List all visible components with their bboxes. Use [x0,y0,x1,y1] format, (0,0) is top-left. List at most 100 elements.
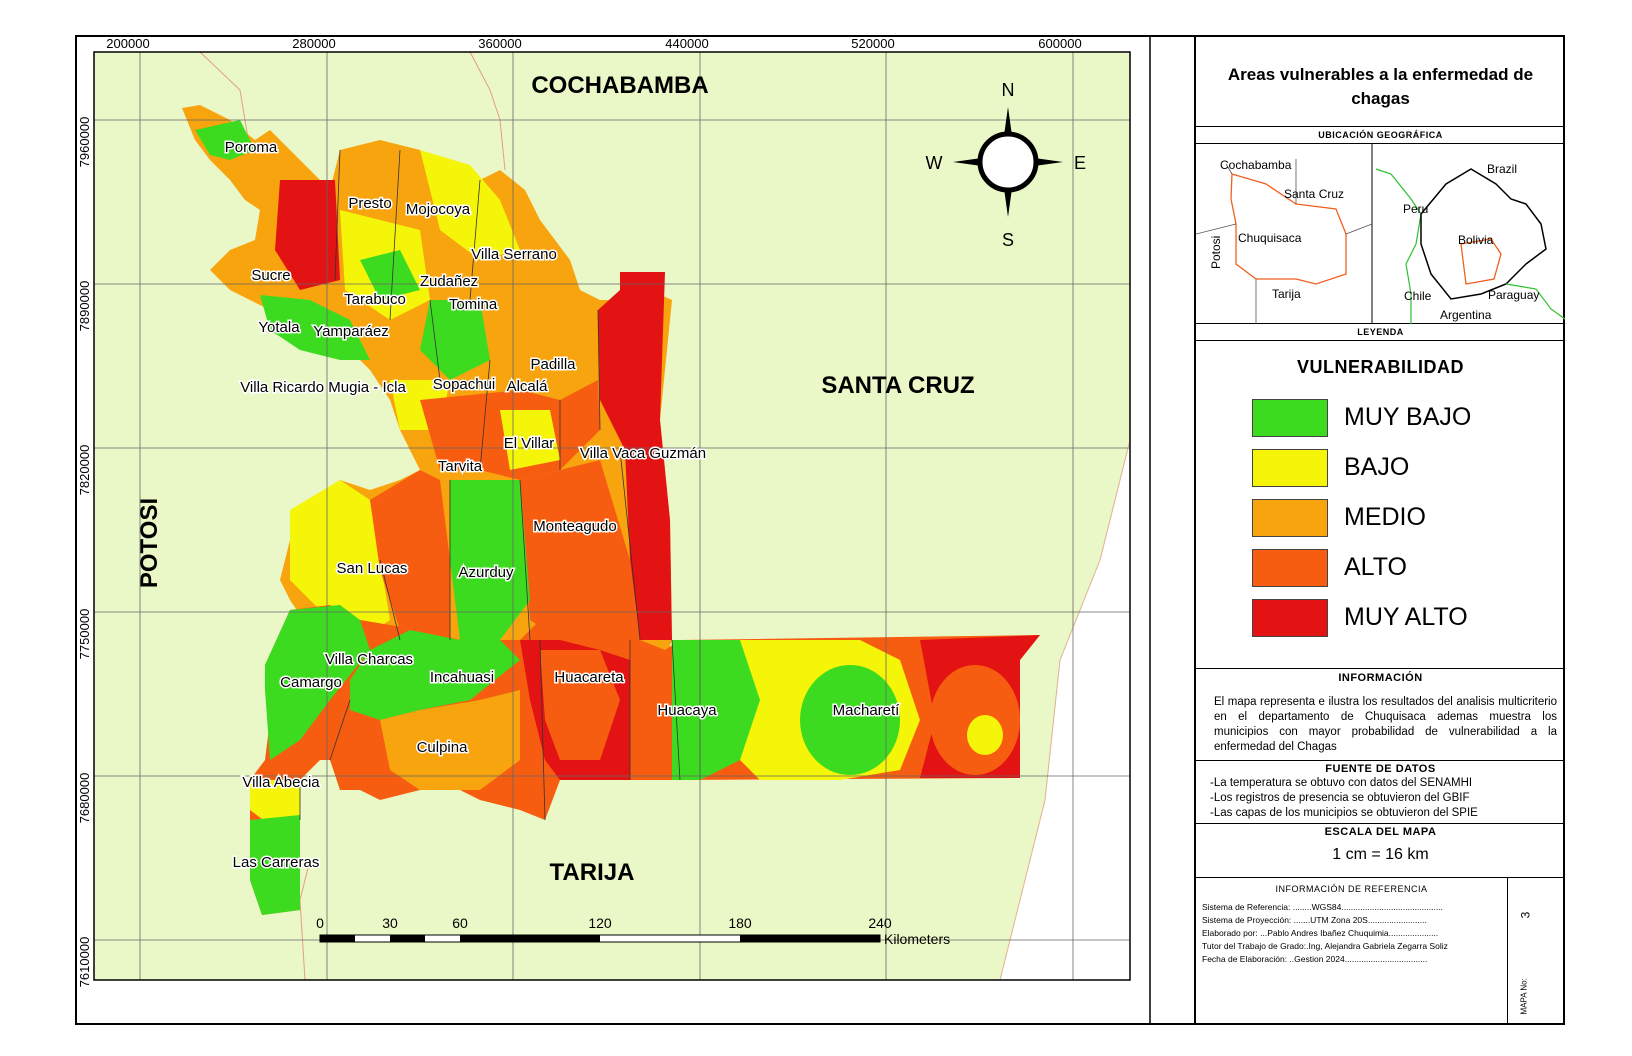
legend-section: VULNERABILIDAD MUY BAJO BAJO MEDIO ALTO … [1196,341,1565,669]
patch-camargo [265,605,370,760]
reference-section: INFORMACIÓN DE REFERENCIA Sistema de Ref… [1196,878,1565,1025]
label-santa-cruz: SANTA CRUZ [821,372,974,399]
info-caption: INFORMACIÓN [1338,672,1423,684]
muni-label: Tarabuco [344,291,406,308]
x-tick-label: 360000 [478,36,521,51]
y-tick-label: 7820000 [77,445,92,496]
muni-label: Presto [348,195,391,212]
patch-poroma [195,120,255,160]
legend-label: MEDIO [1344,503,1426,531]
muni-label: Monteagudo [533,518,616,535]
scale-text: 1 cm = 16 km [1332,846,1429,863]
compass-s: S [1002,230,1014,250]
legend-swatch [1252,399,1328,437]
x-tick-label: 280000 [292,36,335,51]
muni-label: Tarvita [438,458,483,475]
inset-countries: Brazil Peru Bolivia Chile Paraguay Argen… [1375,162,1565,324]
patch-san-lucas-east [370,470,450,640]
reference-info: INFORMACIÓN DE REFERENCIA Sistema de Ref… [1196,878,1508,1025]
inset-label: Bolivia [1458,233,1494,247]
patch-huacaya [672,640,760,780]
muni-label: El Villar [504,435,555,452]
scale-section: ESCALA DEL MAPA 1 cm = 16 km [1196,824,1565,878]
patch-zudanez [360,250,420,300]
outside-area [1000,440,1130,980]
y-tick-label: 7960000 [77,117,92,168]
inset-label: Paraguay [1488,288,1539,302]
title-section: Areas vulnerables a la enfermedad de cha… [1196,35,1565,127]
patch-padilla [480,260,590,400]
reference-line: Fecha de Elaboración: ..Gestion 2024....… [1202,954,1428,964]
muni-label: Camargo [280,674,342,691]
source-item: -Las capas de los municipios se obtuvier… [1210,807,1478,819]
legend-caption-section: LEYENDA [1196,324,1565,341]
muni-label: Yamparáez [313,323,389,340]
y-tick-label: 7890000 [77,281,92,332]
inset-label: Tarija [1272,287,1301,301]
compass-w: W [926,153,943,173]
label-cochabamba: COCHABAMBA [531,72,708,99]
map-number-label: MAPA No: [1519,978,1529,1015]
map-frame [93,51,1131,981]
patch-mojocoya [420,150,520,260]
sources-section: FUENTE DE DATOS -La temperatura se obtuv… [1196,761,1565,824]
muni-label: Zudañez [420,273,478,290]
reference-caption: INFORMACIÓN DE REFERENCIA [1275,884,1428,894]
muni-label: Las Carreras [233,854,320,871]
legend-title: VULNERABILIDAD [1297,357,1464,377]
legend-swatch [1252,549,1328,587]
muni-label: San Lucas [337,560,408,577]
patch-villa-abecia [250,780,300,825]
muni-label: Villa Vaca Guzmán [580,445,706,462]
patch-monteagudo [520,460,640,650]
info-text: El mapa representa e ilustra los resulta… [1214,696,1557,753]
patch-sucre [275,180,340,290]
compass-n: N [1002,80,1015,100]
scale-bar: 0 30 60 120 180 240 Kilometers [316,915,950,947]
chuquisaca-department [182,105,1040,915]
inset-label: Cochabamba [1220,158,1292,172]
scale-tick: 0 [316,915,324,931]
inset-label: Peru [1403,202,1428,216]
scale-unit: Kilometers [884,931,950,947]
scale-tick: 180 [728,915,752,931]
info-section: INFORMACIÓN El mapa representa e ilustra… [1196,669,1565,761]
source-item: -La temperatura se obtuvo con datos del … [1210,777,1473,789]
muni-label: Yotala [258,319,300,336]
source-item: -Los registros de presencia se obtuviero… [1210,792,1470,804]
side-panel: Areas vulnerables a la enfermedad de cha… [1194,35,1565,1025]
legend-swatch [1252,499,1328,537]
compass-e: E [1074,153,1086,173]
muni-label: Huacareta [554,669,624,686]
muni-label: Macharetí [833,702,901,719]
map-number: 3 [1518,911,1533,919]
patch-yotala [260,295,370,360]
patch-huacareta-inner [540,650,620,760]
muni-label: Villa Ricardo Mugia - Icla [240,379,406,396]
patch-incahuasi [350,630,520,720]
y-tick-label: 7610000 [77,937,92,988]
reference-line: Sistema de Referencia: ........WGS84....… [1202,902,1443,912]
x-tick-label: 600000 [1038,36,1081,51]
patch-macharti-core [967,715,1003,755]
patch-las-carreras [250,815,300,915]
reference-line: Sistema de Proyección: .......UTM Zona 2… [1202,915,1427,925]
patch-macharti-green [800,665,900,775]
inset-label: Potosi [1209,236,1223,269]
reference-line: Elaborado por: ...Pablo Andres Ibañez Ch… [1202,928,1439,938]
country-border [999,439,1131,981]
label-potosi: POTOSI [136,498,163,588]
patch-culpina [380,690,520,790]
north-arrow-icon: N S E W [926,80,1087,250]
inset-departments: Cochabamba Santa Cruz Chuquisaca Potosi … [1196,158,1373,324]
legend-label: ALTO [1344,553,1407,581]
x-tick-label: 200000 [106,36,149,51]
legend-label: MUY BAJO [1344,403,1472,431]
map-title: Areas vulnerables a la enfermedad de cha… [1227,65,1534,108]
muni-label: Huacaya [657,702,717,719]
municipal-boundaries [299,149,701,821]
muni-label: Villa Serrano [471,246,557,263]
inset-label: Santa Cruz [1284,187,1344,201]
inset-label: Chile [1404,289,1432,303]
muni-label: Poroma [225,139,278,156]
